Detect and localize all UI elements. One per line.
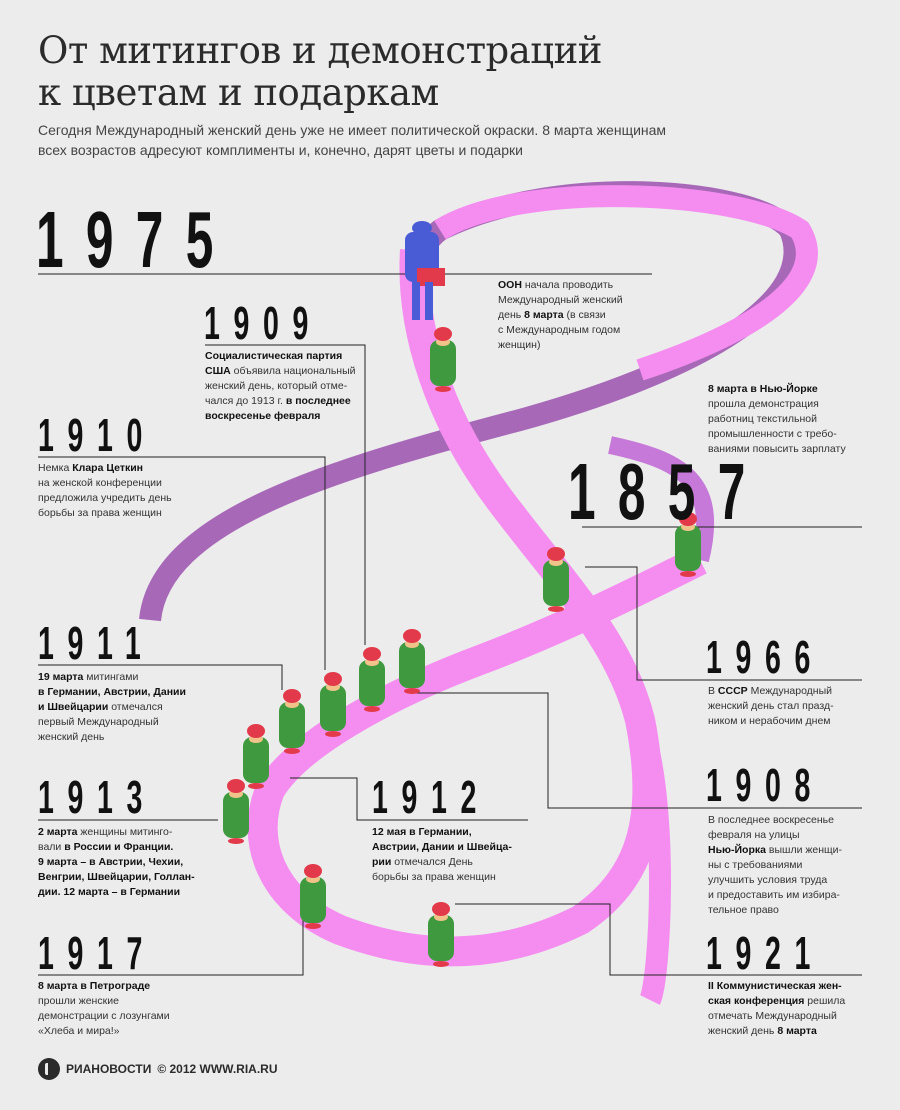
figure-1975-blue — [405, 221, 445, 320]
ria-logo-icon — [38, 1058, 60, 1080]
year-1921: 1921 — [706, 927, 825, 979]
marching-figures — [223, 327, 701, 967]
ribbon-bottom-loop — [629, 716, 671, 1005]
copyright: © 2012 WWW.RIA.RU — [157, 1062, 278, 1076]
marching-woman-figure — [428, 902, 454, 967]
title-line-2: к цветам и подаркам — [38, 71, 439, 114]
note-1917: 8 марта в Петрограде прошли женские демо… — [38, 980, 170, 1037]
marching-woman-figure — [675, 512, 701, 577]
note-1911: 19 марта митингами в Германии, Австрии, … — [38, 671, 186, 743]
marching-woman-figure — [320, 672, 346, 737]
line-1908 — [410, 692, 862, 809]
ribbon-main — [247, 249, 707, 967]
note-1909: Социалистическая партия США объявила нац… — [205, 350, 356, 422]
line-1910 — [38, 456, 326, 670]
marching-woman-figure — [399, 629, 425, 694]
year-1913: 1913 — [38, 771, 157, 823]
note-1913: 2 марта женщины митинго- вали в России и… — [38, 826, 195, 898]
marching-woman-figure — [359, 647, 385, 712]
line-1911 — [38, 664, 283, 690]
page-title: От митингов и демонстраций к цветам и по… — [38, 30, 602, 114]
note-1921: II Коммунистическая жен- ская конференци… — [708, 980, 846, 1037]
note-1857: 8 марта в Нью-Йорке прошла демонстрация … — [708, 383, 846, 455]
line-1917 — [38, 905, 304, 976]
footer-logo: РИАНОВОСТИ © 2012 WWW.RIA.RU — [38, 1058, 278, 1080]
line-1912 — [290, 777, 528, 821]
marching-woman-figure — [543, 547, 569, 612]
subtitle-line-1: Сегодня Международный женский день уже н… — [38, 122, 667, 138]
marching-woman-figure — [223, 779, 249, 844]
marching-woman-figure — [279, 689, 305, 754]
year-1911: 1911 — [38, 617, 155, 669]
title-line-1: От митингов и демонстраций — [38, 29, 602, 72]
note-1910: Немка Клара Цеткин на женской конференци… — [38, 462, 172, 519]
note-1912: 12 мая в Германии, Австрии, Дании и Швей… — [372, 826, 512, 883]
subtitle: Сегодня Международный женский день уже н… — [38, 120, 738, 160]
year-1909: 1909 — [204, 297, 323, 349]
note-1966: В СССР Международный женский день стал п… — [708, 685, 834, 727]
year-1912: 1912 — [372, 771, 491, 823]
marching-woman-figure — [243, 724, 269, 789]
line-1966 — [585, 566, 862, 681]
year-1908: 1908 — [706, 759, 825, 811]
marching-woman-figure — [430, 327, 456, 392]
note-1975: ООН начала проводить Международный женск… — [498, 279, 623, 351]
marching-woman-figure — [300, 864, 326, 929]
subtitle-line-2: всех возрастов адресуют комплименты и, к… — [38, 142, 523, 158]
year-1975: 1975 — [36, 195, 236, 284]
ribbon-upper-front — [434, 185, 818, 381]
year-1857: 1857 — [568, 447, 768, 536]
connector-lines — [38, 273, 862, 976]
year-1917: 1917 — [38, 927, 157, 979]
brand-name: РИАНОВОСТИ — [66, 1062, 152, 1076]
ribbon-right-tail — [608, 436, 715, 563]
year-1910: 1910 — [38, 409, 157, 461]
year-1966: 1966 — [706, 631, 825, 683]
line-1909 — [205, 344, 366, 645]
note-1908: В последнее воскресенье февраля на улицы… — [708, 814, 843, 916]
line-1921 — [455, 903, 862, 976]
